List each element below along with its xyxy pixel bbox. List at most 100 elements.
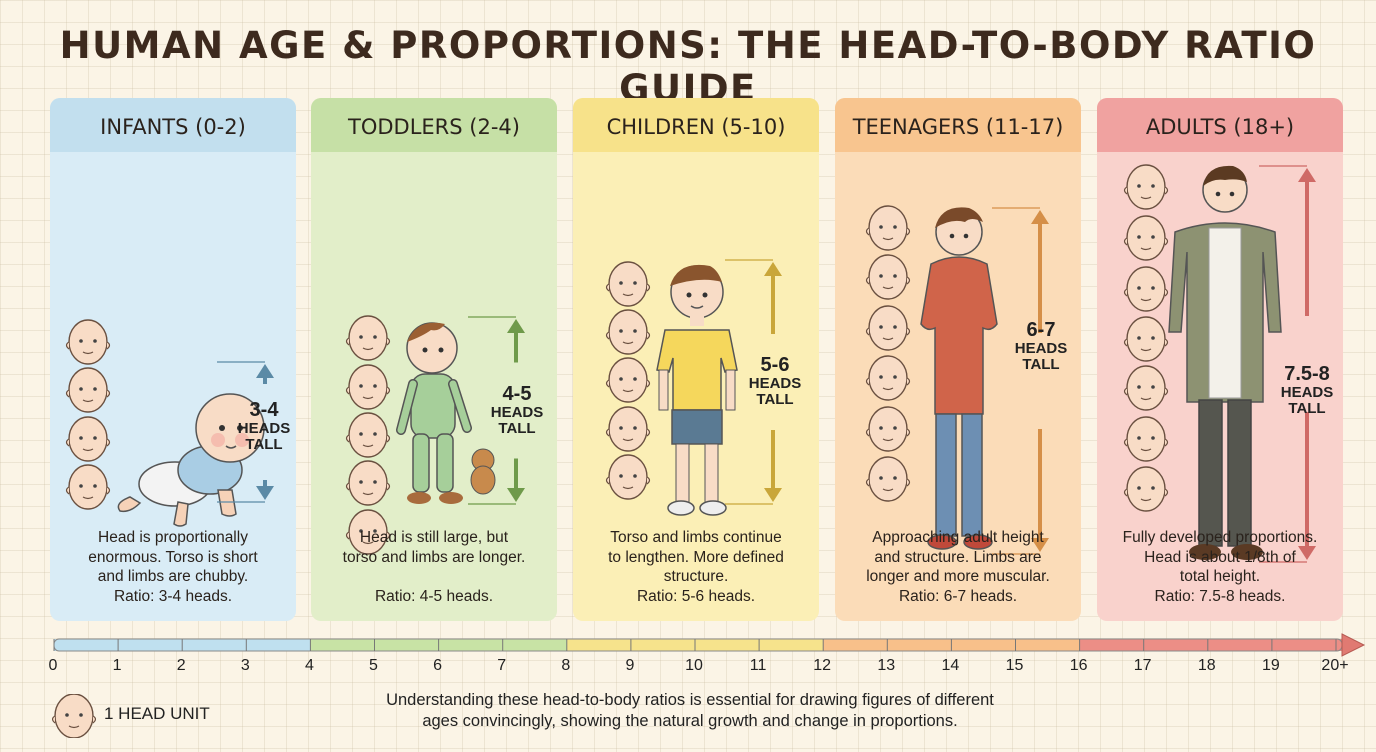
- timeline-arrowhead: [1341, 633, 1366, 657]
- footer-note: Understanding these head-to-body ratios …: [330, 690, 1050, 732]
- panel-body-teenagers: 6-7 HEADS TALL Approaching adult height …: [835, 152, 1081, 621]
- crawling-baby-figure: [117, 393, 265, 527]
- ratio-unit: HEADS: [490, 404, 544, 421]
- height-arrow: [217, 361, 274, 503]
- head-unit-icon: [605, 261, 651, 307]
- head-unit-icon: [605, 454, 651, 500]
- head-unit-stack: [605, 261, 651, 500]
- ratio-tall: TALL: [756, 390, 794, 408]
- panel-infants: INFANTS (0-2) 3-4 HEADS TALL: [50, 98, 296, 621]
- desc-ratio: Ratio: 7.5-8 heads.: [1154, 587, 1286, 605]
- timeline-tick-label: 16: [1069, 657, 1088, 674]
- age-timeline: [53, 633, 1366, 657]
- adult-figure: [1168, 165, 1282, 560]
- height-arrow: [468, 316, 525, 505]
- desc-line: Head is about 1/8th of: [1144, 548, 1296, 566]
- ratio-label-infants: 3-4 HEADS TALL: [232, 400, 296, 453]
- legend-label: 1 HEAD UNIT: [104, 704, 210, 723]
- arrow-down-icon: [764, 488, 782, 502]
- panel-body-toddlers: 4-5 HEADS TALL Head is still large, but …: [311, 152, 557, 621]
- panel-header-children: CHILDREN (5-10): [573, 98, 819, 152]
- head-unit-stack: [65, 319, 111, 510]
- timeline-tick-label: 11: [749, 657, 767, 674]
- ratio-value: 6-7: [1026, 319, 1056, 341]
- arrow-up-icon: [256, 364, 274, 378]
- ratio-label-toddlers: 4-5 HEADS TALL: [481, 384, 553, 437]
- timeline-tick-label: 1: [112, 657, 122, 674]
- head-unit-stack: [345, 315, 391, 555]
- head-unit-icon: [52, 694, 96, 738]
- panel-description-children: Torso and limbs continue to lengthen. Mo…: [577, 528, 815, 606]
- ratio-value: 5-6: [760, 354, 790, 376]
- desc-line: Head is still large, but: [359, 529, 509, 546]
- head-unit-icon: [65, 464, 111, 510]
- head-unit-icon: [1123, 164, 1169, 210]
- ratio-unit: HEADS: [237, 420, 291, 437]
- timeline-tick-label: 13: [877, 657, 896, 674]
- desc-ratio: Ratio: 3-4 heads.: [113, 587, 233, 605]
- ratio-tall: TALL: [1288, 399, 1326, 417]
- infant-illustration: [65, 319, 274, 527]
- desc-line: torso and limbs are longer.: [342, 548, 526, 566]
- head-unit-icon: [605, 406, 651, 452]
- footer-line: ages convincingly, showing the natural g…: [422, 712, 958, 730]
- desc-ratio: Ratio: 6-7 heads.: [898, 587, 1018, 605]
- timeline-tick-label: 3: [240, 657, 250, 674]
- timeline-tick-label: 7: [497, 657, 507, 674]
- timeline-segments: [53, 638, 1343, 652]
- head-unit-icon: [865, 456, 911, 502]
- head-unit-icon: [865, 305, 911, 351]
- ratio-tall: TALL: [245, 435, 283, 453]
- panel-header-toddlers: TODDLERS (2-4): [311, 98, 557, 152]
- head-unit-icon: [65, 319, 111, 365]
- child-figure: [656, 264, 738, 516]
- desc-line: Torso and limbs continue: [610, 529, 782, 546]
- desc-line: structure.: [663, 568, 729, 585]
- adult-illustration: [1123, 164, 1316, 563]
- child-illustration: [605, 259, 782, 516]
- ratio-unit: HEADS: [1280, 384, 1334, 401]
- desc-ratio: Ratio: 5-6 heads.: [636, 587, 756, 605]
- desc-line: to lengthen. More defined: [608, 548, 784, 566]
- ratio-tall: TALL: [498, 419, 536, 437]
- panel-header-teenagers: TEENAGERS (11-17): [835, 98, 1081, 152]
- timeline-tick-label: 19: [1261, 657, 1280, 674]
- teenager-illustration: [865, 205, 1049, 555]
- timeline-tick-label: 18: [1197, 657, 1216, 674]
- arrow-up-icon: [764, 262, 782, 276]
- ratio-value: 7.5-8: [1284, 363, 1330, 385]
- head-unit-icon: [605, 357, 651, 403]
- toddler-illustration: [345, 315, 525, 555]
- head-unit-icon: [865, 406, 911, 452]
- timeline-tick-label: 20+: [1321, 657, 1349, 674]
- desc-line: and structure. Limbs are: [874, 548, 1042, 566]
- page-title: HUMAN AGE & PROPORTIONS: THE HEAD-TO-BOD…: [59, 24, 1317, 110]
- ratio-unit: HEADS: [1014, 340, 1068, 357]
- head-unit-icon: [865, 355, 911, 401]
- height-arrow: [1259, 165, 1316, 563]
- ratio-label-children: 5-6 HEADS TALL: [739, 355, 811, 408]
- head-unit-icon: [345, 412, 391, 458]
- arrow-down-icon: [1031, 538, 1049, 552]
- timeline-tick-label: 14: [941, 657, 960, 674]
- panel-description-toddlers: Head is still large, but torso and limbs…: [315, 528, 553, 606]
- head-unit-stack: [1123, 164, 1169, 512]
- panel-children: CHILDREN (5-10) 5-6: [573, 98, 819, 621]
- head-unit-icon: [865, 205, 911, 251]
- timeline-tick-label: 12: [813, 657, 832, 674]
- timeline-tick-marks: [53, 639, 1337, 651]
- ratio-tall: TALL: [1022, 355, 1060, 373]
- timeline-tick-label: 4: [304, 657, 314, 674]
- head-unit-icon: [345, 509, 391, 555]
- arrow-up-icon: [1031, 210, 1049, 224]
- panel-adults: ADULTS (18+) 7.5-8 HEADS TALL: [1097, 98, 1343, 621]
- teenager-figure: [920, 207, 998, 550]
- ratio-unit: HEADS: [748, 375, 802, 392]
- desc-line: Approaching adult height: [872, 529, 1044, 546]
- head-unit-icon: [345, 460, 391, 506]
- head-unit-icon: [1123, 266, 1169, 312]
- footer-line: Understanding these head-to-body ratios …: [386, 691, 994, 709]
- timeline-tick-label: 0: [48, 657, 58, 674]
- timeline-tick-label: 15: [1005, 657, 1024, 674]
- arrow-down-icon: [507, 488, 525, 502]
